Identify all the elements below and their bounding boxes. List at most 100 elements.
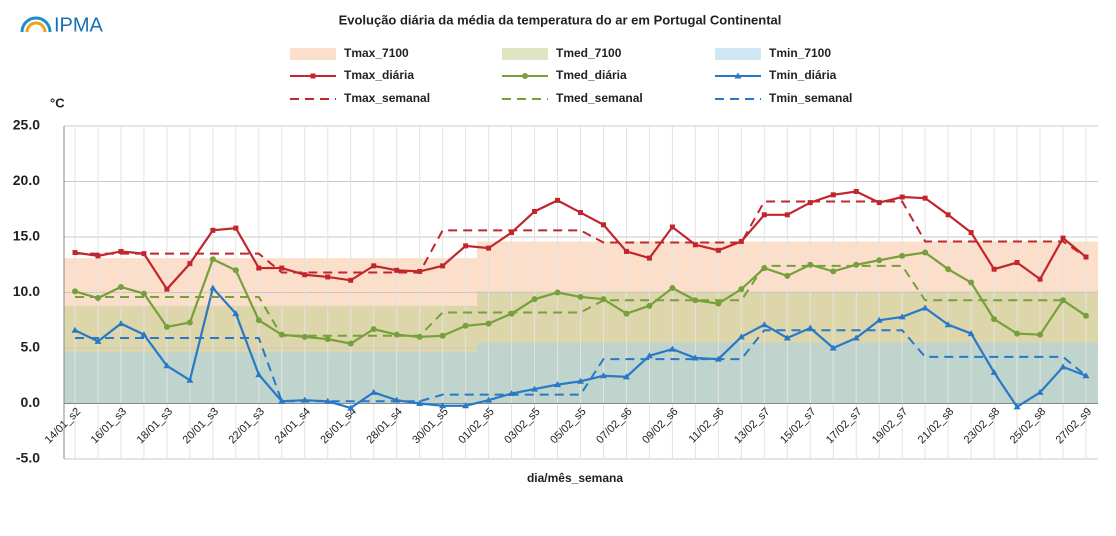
marker [875, 316, 883, 323]
legend-item: Tmin_7100 [715, 46, 831, 60]
marker [1059, 363, 1067, 370]
marker [439, 332, 446, 339]
legend-item: Tmax_7100 [290, 46, 409, 60]
legend-label: Tmin_semanal [769, 91, 852, 105]
legend-label: Tmed_7100 [556, 46, 622, 60]
legend-item: Tmed_semanal [502, 91, 643, 105]
marker [348, 277, 354, 283]
marker [325, 274, 331, 280]
marker [324, 336, 331, 343]
legend-label: Tmed_semanal [556, 91, 643, 105]
x-tick-label: 03/02_s5 [502, 406, 542, 446]
marker [623, 310, 630, 317]
marker [578, 210, 583, 216]
marker [347, 404, 355, 411]
x-tick-label: 22/01_s3 [227, 406, 267, 446]
y-tick-label: 25.0 [13, 117, 40, 133]
marker [1082, 372, 1090, 379]
x-tick-label: 24/01_s4 [272, 406, 312, 446]
logo-text: IPMA [54, 14, 104, 36]
marker [715, 300, 722, 307]
marker [187, 261, 193, 267]
marker [783, 334, 791, 341]
legend-label: Tmax_semanal [344, 91, 430, 105]
x-tick-label: 30/01_s5 [410, 406, 450, 446]
legend-label: Tmax_7100 [344, 46, 409, 60]
marker [347, 340, 354, 347]
marker [1037, 276, 1043, 282]
marker [760, 321, 768, 328]
marker [645, 352, 653, 359]
marker [807, 200, 813, 206]
marker [784, 212, 790, 218]
marker [554, 289, 561, 296]
marker [968, 230, 974, 236]
marker [94, 337, 102, 344]
weekly-line [75, 329, 1087, 403]
marker [922, 249, 929, 256]
marker [945, 212, 951, 218]
marker [1060, 235, 1066, 241]
legend-item: Tmin_semanal [715, 91, 852, 105]
marker [738, 238, 744, 244]
marker [853, 188, 859, 194]
y-tick-label: 0.0 [21, 394, 41, 410]
marker [600, 222, 606, 228]
marker [669, 224, 675, 230]
y-tick-label: 5.0 [21, 339, 41, 355]
marker [531, 385, 539, 392]
marker [734, 72, 742, 79]
logo-arc [25, 21, 47, 33]
marker [532, 208, 538, 214]
marker [1037, 331, 1044, 338]
marker [71, 326, 79, 333]
legend-swatch [290, 48, 336, 60]
x-tick-label: 01/02_s5 [456, 406, 496, 446]
marker [715, 247, 721, 253]
marker [232, 310, 240, 317]
marker [991, 266, 997, 272]
marker [509, 230, 515, 236]
x-tick-label: 26/01_s4 [318, 406, 358, 446]
marker [967, 330, 975, 337]
logo: IPMA [20, 14, 104, 36]
marker [1036, 388, 1044, 395]
logo-arc [20, 16, 52, 33]
x-tick-label: 27/02_s9 [1054, 406, 1094, 446]
marker [830, 192, 836, 198]
marker [669, 285, 676, 292]
marker [72, 250, 78, 256]
marker [968, 279, 975, 286]
marker [140, 290, 147, 297]
x-tick-label: 19/02_s7 [870, 406, 910, 446]
weekly-line [75, 200, 1087, 274]
marker [577, 377, 584, 384]
marker [301, 333, 308, 340]
marker [163, 323, 170, 330]
marker [577, 293, 584, 300]
marker [991, 316, 998, 323]
marker [646, 255, 652, 261]
marker [371, 263, 377, 269]
marker [95, 253, 101, 259]
x-tick-label: 16/01_s3 [89, 406, 129, 446]
x-tick-label: 17/02_s7 [824, 406, 864, 446]
y-tick-label: 10.0 [13, 283, 40, 299]
marker [1014, 260, 1020, 266]
x-tick-label: 20/01_s3 [181, 406, 221, 446]
marker [1013, 403, 1021, 410]
marker [623, 248, 629, 254]
marker [256, 265, 262, 271]
marker [531, 296, 538, 303]
legend-label: Tmed_diária [556, 68, 627, 82]
marker [554, 381, 562, 388]
x-tick-label: 14/01_s2 [43, 406, 83, 446]
legend-swatch [715, 48, 761, 60]
marker [163, 362, 171, 369]
marker [394, 267, 400, 273]
marker [278, 397, 286, 404]
marker [692, 297, 699, 304]
marker [1060, 297, 1067, 304]
marker [555, 197, 561, 203]
